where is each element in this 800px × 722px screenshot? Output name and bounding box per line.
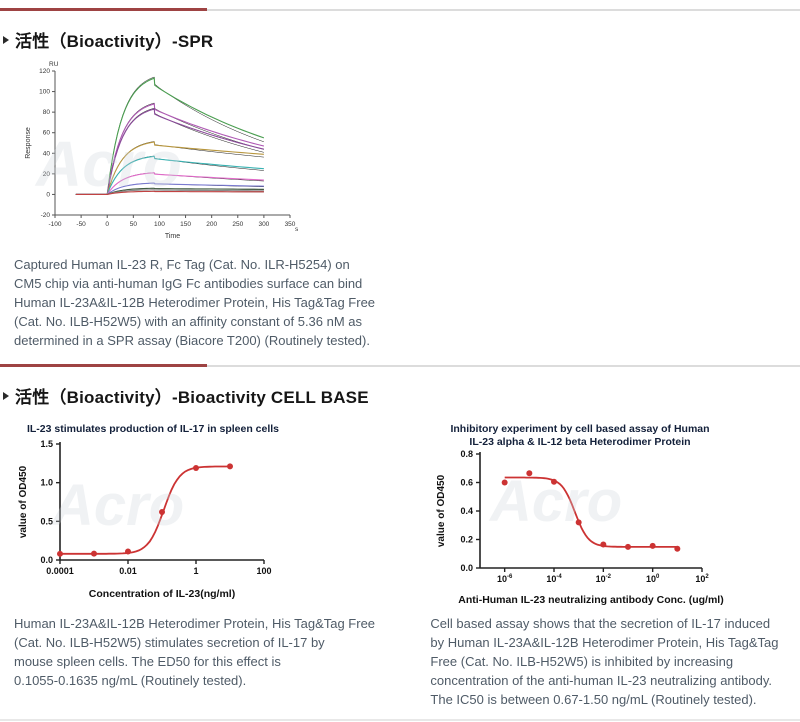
svg-text:IL-23 alpha & IL-12 beta Heter: IL-23 alpha & IL-12 beta Heterodimer Pro… xyxy=(469,436,690,448)
svg-text:0: 0 xyxy=(46,191,50,198)
svg-text:0.2: 0.2 xyxy=(460,535,473,545)
svg-text:102: 102 xyxy=(695,574,709,584)
svg-text:300: 300 xyxy=(258,221,269,228)
il23-stimulation-chart: Acro IL-23 stimulates production of IL-1… xyxy=(12,420,294,602)
svg-text:0.0: 0.0 xyxy=(40,555,53,565)
svg-text:10-4: 10-4 xyxy=(546,574,562,584)
svg-text:Time: Time xyxy=(165,233,180,240)
svg-text:100: 100 xyxy=(646,574,660,584)
svg-text:0.0001: 0.0001 xyxy=(46,566,74,576)
svg-text:1.0: 1.0 xyxy=(40,478,53,488)
svg-text:-100: -100 xyxy=(48,221,61,228)
svg-text:0: 0 xyxy=(105,221,109,228)
inhibition-description: Cell based assay shows that the secretio… xyxy=(430,616,779,707)
svg-text:-20: -20 xyxy=(41,212,51,219)
cell-section-header[interactable]: 活性（Bioactivity）-Bioactivity CELL BASE xyxy=(3,383,800,408)
svg-text:350: 350 xyxy=(285,221,296,228)
svg-text:10-6: 10-6 xyxy=(497,574,513,584)
divider-accent xyxy=(0,364,207,367)
svg-text:200: 200 xyxy=(206,221,217,228)
svg-text:40: 40 xyxy=(43,150,51,157)
svg-text:0.01: 0.01 xyxy=(119,566,137,576)
svg-text:Concentration of IL-23(ng/ml): Concentration of IL-23(ng/ml) xyxy=(89,588,235,600)
svg-text:-50: -50 xyxy=(76,221,86,228)
svg-text:50: 50 xyxy=(130,221,138,228)
svg-text:Inhibitory experiment by cell: Inhibitory experiment by cell based assa… xyxy=(450,423,709,435)
svg-text:Anti-Human IL-23 neutralizing: Anti-Human IL-23 neutralizing antibody C… xyxy=(458,594,723,606)
svg-text:60: 60 xyxy=(43,130,51,137)
svg-text:150: 150 xyxy=(180,221,191,228)
inhibition-chart-canvas: Inhibitory experiment by cell based assa… xyxy=(430,420,730,613)
page-bottom-divider xyxy=(0,719,800,721)
svg-text:Response: Response xyxy=(25,127,32,159)
stimulation-chart-canvas: IL-23 stimulates production of IL-17 in … xyxy=(12,420,294,607)
svg-text:120: 120 xyxy=(39,68,50,75)
divider-rest xyxy=(207,8,800,11)
svg-text:100: 100 xyxy=(256,566,271,576)
svg-text:80: 80 xyxy=(43,109,51,116)
cell-section-heading: 活性（Bioactivity）-Bioactivity CELL BASE xyxy=(15,388,369,407)
section-bullet-icon xyxy=(3,35,9,44)
section-bullet-icon xyxy=(3,391,9,400)
spr-section-header[interactable]: 活性（Bioactivity）-SPR xyxy=(3,27,800,52)
svg-text:0.8: 0.8 xyxy=(460,449,473,459)
svg-text:IL-23 stimulates production of: IL-23 stimulates production of IL-17 in … xyxy=(27,423,279,435)
section-divider xyxy=(0,364,800,367)
svg-text:100: 100 xyxy=(39,89,50,96)
svg-text:100: 100 xyxy=(154,221,165,228)
section-divider xyxy=(0,8,800,11)
section-spr: 活性（Bioactivity）-SPR Acro -20 0 20 40 60 80 100… xyxy=(0,8,800,350)
svg-text:20: 20 xyxy=(43,171,51,178)
svg-text:1.5: 1.5 xyxy=(40,439,53,449)
spr-chart-canvas: -20 0 20 40 60 80 100 120 -100 -50 0 50 100 150 200 250… xyxy=(22,57,300,250)
spr-sensorgram-chart: Acro -20 0 20 40 60 80 100 120 -100 -50 0 50 100 150 2… xyxy=(22,57,300,245)
svg-text:0.5: 0.5 xyxy=(40,516,53,526)
svg-text:value of OD450: value of OD450 xyxy=(436,474,447,547)
svg-text:1: 1 xyxy=(193,566,198,576)
cell-descriptions-row: Human IL-23A&IL-12B Heterodimer Protein,… xyxy=(0,612,800,709)
section-cell-base: 活性（Bioactivity）-Bioactivity CELL BASE Ac… xyxy=(0,364,800,709)
svg-text:s: s xyxy=(295,226,299,233)
stimulation-description: Human IL-23A&IL-12B Heterodimer Protein,… xyxy=(14,616,376,688)
divider-rest xyxy=(207,364,800,367)
spr-description: Captured Human IL-23 R, Fc Tag (Cat. No.… xyxy=(14,257,376,348)
cell-charts-row: Acro IL-23 stimulates production of IL-1… xyxy=(0,420,800,608)
svg-text:0.4: 0.4 xyxy=(460,506,473,516)
svg-text:0.6: 0.6 xyxy=(460,478,473,488)
svg-text:250: 250 xyxy=(232,221,243,228)
divider-accent xyxy=(0,8,207,11)
spr-section-heading: 活性（Bioactivity）-SPR xyxy=(15,32,214,51)
il23-inhibition-chart: Acro Inhibitory experiment by cell based… xyxy=(430,420,730,608)
svg-text:0.0: 0.0 xyxy=(460,563,473,573)
svg-text:value of OD450: value of OD450 xyxy=(18,465,29,538)
svg-text:RU: RU xyxy=(49,61,59,68)
svg-text:10-2: 10-2 xyxy=(596,574,612,584)
